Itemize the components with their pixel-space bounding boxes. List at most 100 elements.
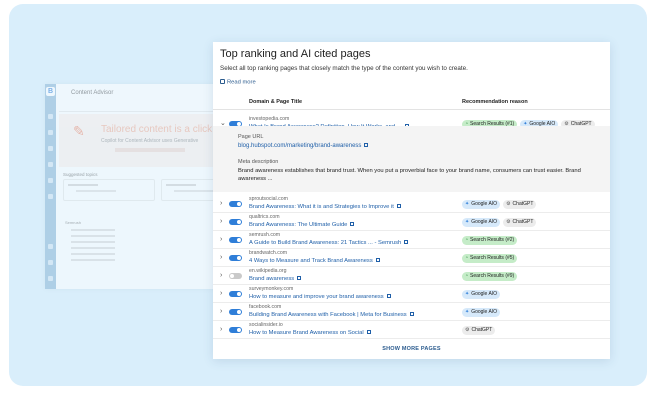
magic-pen-icon: ✎ (73, 123, 85, 139)
include-page-toggle[interactable] (229, 273, 242, 279)
app-list-heading: Semrush (65, 220, 82, 225)
app-sidebar-rail: B (45, 84, 56, 289)
chatgpt-badge: ⚙ ChatGPT (503, 200, 537, 209)
external-link-icon (396, 203, 401, 208)
chevron-right-icon[interactable]: › (220, 200, 223, 207)
rail-icon (48, 244, 53, 249)
meta-description-text: Brand awareness establishes that brand t… (238, 168, 581, 183)
page-title-text: A Guide to Build Brand Awareness: 21 Tac… (249, 239, 402, 246)
page-title-link[interactable]: How to measure and improve your brand aw… (249, 293, 391, 300)
google-aio-badge: ✦ Google AIO (520, 120, 559, 129)
chevron-right-icon[interactable]: › (220, 236, 223, 243)
include-page-toggle[interactable] (229, 121, 242, 127)
page-title-link[interactable]: How to Measure Brand Awareness on Social (249, 329, 371, 336)
banner-input (115, 148, 185, 152)
chevron-right-icon[interactable]: › (220, 272, 223, 279)
include-page-toggle[interactable] (229, 291, 242, 297)
chatgpt-badge: ⚙ ChatGPT (503, 218, 537, 227)
search-results-icon: ◔ (465, 121, 469, 127)
google-aio-badge: ✦ Google AIO (462, 308, 501, 317)
google-aio-badge: ✦ Google AIO (462, 200, 501, 209)
chatgpt-icon: ⚙ (564, 121, 569, 127)
external-link-icon (350, 221, 355, 226)
chatgpt-icon: ⚙ (506, 201, 511, 207)
table-row: › socialinsider.io How to Measure Brand Aw… (213, 321, 610, 339)
page-domain: sproutsocial.com (249, 196, 288, 202)
rail-icon (48, 114, 53, 119)
include-page-toggle[interactable] (229, 201, 242, 207)
topic-card-line (174, 190, 214, 192)
page-title-link[interactable]: Brand awareness (249, 275, 302, 282)
search-results-badge: ◔ Search Results (#1) (462, 120, 518, 129)
search-results-badge: ◔ Search Results (#9) (462, 272, 518, 281)
external-link-icon (375, 257, 380, 262)
page-title-link[interactable]: Brand Awareness: The Ultimate Guide (249, 221, 355, 228)
include-page-toggle[interactable] (229, 255, 242, 261)
chevron-right-icon[interactable]: › (220, 218, 223, 225)
external-link-icon (404, 239, 409, 244)
badge-label: ChatGPT (471, 327, 493, 333)
chatgpt-badge: ⚙ ChatGPT (462, 326, 496, 335)
include-page-toggle[interactable] (229, 309, 242, 315)
page-domain: qualtrics.com (249, 214, 280, 220)
include-page-toggle[interactable] (229, 219, 242, 225)
show-more-pages-button[interactable]: SHOW MORE PAGES (382, 346, 441, 352)
rail-icon (48, 178, 53, 183)
list-item (71, 253, 115, 255)
list-item (71, 247, 115, 249)
topic-card (63, 179, 155, 201)
external-link-icon (386, 293, 391, 298)
badge-label: ChatGPT (512, 219, 534, 225)
recommendation-badges: ◔ Search Results (#2) (462, 236, 520, 245)
page-title-link[interactable]: Brand Awareness: What it is and Strategi… (249, 203, 401, 210)
sparkle-icon: ✦ (523, 121, 528, 127)
include-page-toggle[interactable] (229, 237, 242, 243)
panel-subtitle: Select all top ranking pages that closel… (220, 65, 468, 72)
app-logo-icon: B (46, 87, 55, 96)
page-title-text: How to Measure Brand Awareness on Social (249, 329, 364, 336)
expanded-row-detail: Page URL blog.hubspot.com/marketing/bran… (213, 126, 610, 192)
rail-icon (48, 130, 53, 135)
topic-card-line (76, 190, 116, 192)
badge-label: Google AIO (471, 201, 498, 207)
page-title-link[interactable]: 4 Ways to Measure and Track Brand Awaren… (249, 257, 380, 264)
page-title-text: How to measure and improve your brand aw… (249, 293, 384, 300)
app-tabs (59, 104, 260, 112)
page-title-link[interactable]: Building Brand Awareness with Facebook |… (249, 311, 414, 318)
page-domain: semrush.com (249, 232, 281, 238)
chevron-right-icon[interactable]: › (220, 254, 223, 261)
sparkle-icon: ✦ (465, 309, 470, 315)
include-page-toggle[interactable] (229, 327, 242, 333)
read-more-label: Read more (227, 79, 256, 86)
external-link-icon (297, 275, 302, 280)
column-header-recommendation: Recommendation reason (462, 99, 528, 105)
badge-label: ChatGPT (512, 201, 534, 207)
page-url-label: Page URL (238, 134, 264, 140)
search-results-icon: ◔ (465, 255, 469, 261)
panel-title: Top ranking and AI cited pages (220, 48, 371, 60)
column-header-domain: Domain & Page Title (249, 99, 303, 105)
page-url-link[interactable]: blog.hubspot.com/marketing/brand-awarene… (238, 143, 369, 149)
app-list: Semrush (65, 220, 115, 265)
sparkle-icon: ✦ (465, 219, 470, 225)
recommendation-badges: ◔ Search Results (#9) (462, 272, 520, 281)
chevron-down-icon[interactable]: ⌄ (220, 120, 226, 127)
page-title-link[interactable]: A Guide to Build Brand Awareness: 21 Tac… (249, 239, 409, 246)
table-header: Domain & Page Title Recommendation reaso… (213, 96, 610, 110)
rail-icon (48, 146, 53, 151)
external-link-icon (409, 311, 414, 316)
banner-text: Copilot for Content Advisor uses Generat… (101, 138, 199, 144)
list-item (71, 235, 115, 237)
search-results-icon: ◔ (465, 273, 469, 279)
read-more-link[interactable]: Read more (220, 79, 256, 86)
chevron-right-icon[interactable]: › (220, 326, 223, 333)
badge-label: Search Results (#2) (470, 237, 515, 243)
chatgpt-icon: ⚙ (506, 219, 511, 225)
chevron-right-icon[interactable]: › (220, 308, 223, 315)
suggested-topics-label: Suggested topics (63, 172, 98, 177)
table-row: › brandwatch.com 4 Ways to Measure and Tra… (213, 249, 610, 267)
search-results-badge: ◔ Search Results (#5) (462, 254, 518, 263)
topic-card-line (166, 184, 196, 186)
list-item (71, 229, 115, 231)
chevron-right-icon[interactable]: › (220, 290, 223, 297)
